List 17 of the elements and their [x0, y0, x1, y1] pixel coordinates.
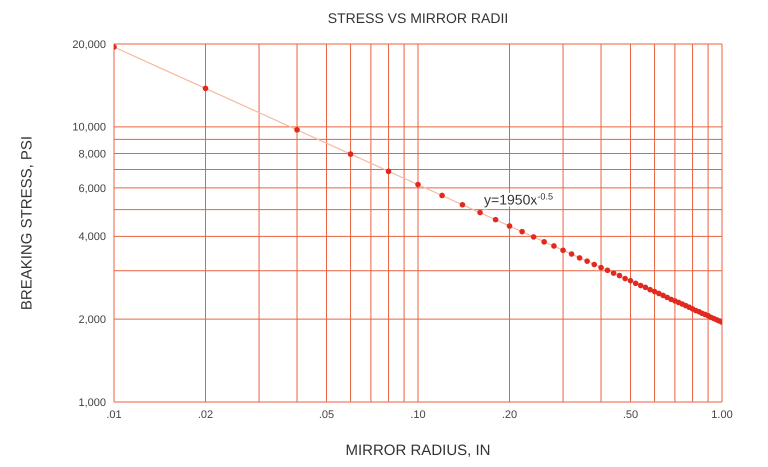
y-tick-label: 4,000 — [78, 231, 106, 244]
y-axis-title: BREAKING STRESS, PSI — [18, 136, 36, 310]
x-tick-label: .10 — [410, 408, 426, 421]
chart-title: STRESS VS MIRROR RADII — [326, 10, 510, 26]
x-tick-label: .05 — [318, 408, 334, 421]
x-tick-label: .02 — [198, 408, 214, 421]
y-tick-label: 1,000 — [78, 396, 106, 409]
y-tick-label: 6,000 — [78, 182, 106, 195]
y-tick-label: 8,000 — [78, 148, 106, 160]
x-tick-label: .20 — [502, 408, 518, 421]
y-tick-label: 10,000 — [72, 122, 106, 134]
x-tick-label: .50 — [622, 408, 638, 421]
y-tick-label: 2,000 — [78, 314, 106, 326]
x-tick-label: .01 — [106, 408, 122, 421]
y-tick-label: 20,000 — [72, 38, 106, 51]
x-axis-title: MIRROR RADIUS, IN — [345, 442, 491, 459]
x-tick-label: 1.00 — [711, 408, 733, 421]
